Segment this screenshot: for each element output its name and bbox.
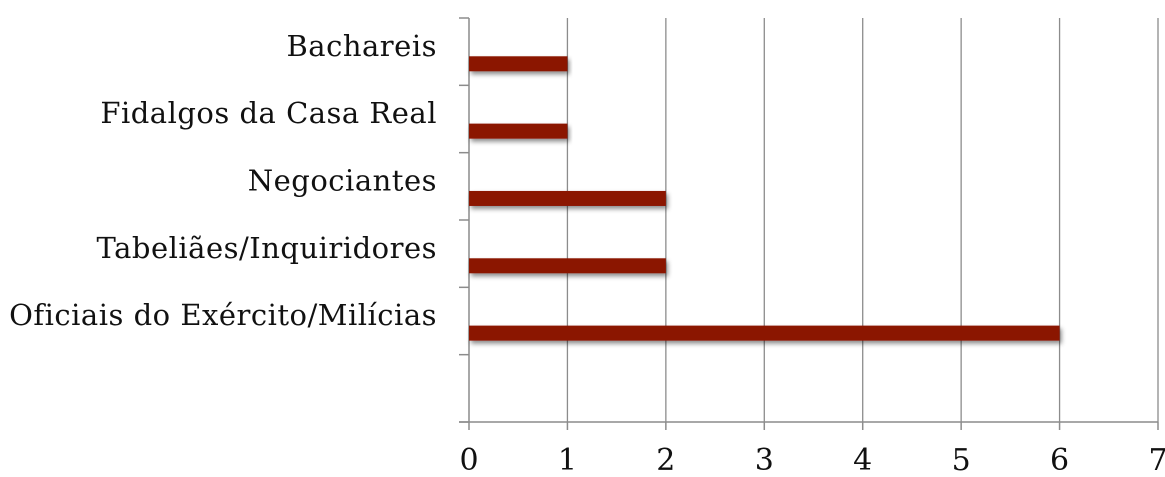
category-label: Tabeliães/Inquiridores: [97, 231, 437, 265]
category-label: Bachareis: [287, 29, 438, 63]
bars: [469, 56, 1060, 341]
x-tick-label: 5: [952, 443, 971, 477]
category-label: Negociantes: [248, 163, 437, 197]
x-tick-label: 2: [656, 443, 675, 477]
x-tick-label: 4: [853, 443, 872, 477]
axes: [459, 17, 1159, 430]
x-tick-label: 6: [1050, 443, 1069, 477]
bar: [469, 325, 1060, 341]
category-label: Oficiais do Exército/Milícias: [9, 298, 437, 332]
gridlines: [566, 18, 1159, 422]
category-label: Fidalgos da Casa Real: [100, 96, 437, 130]
bar: [469, 258, 666, 274]
x-tick-label: 3: [755, 443, 774, 477]
x-tick-label: 0: [459, 443, 478, 477]
x-tick-label: 1: [558, 443, 577, 477]
bar: [469, 190, 666, 206]
bar: [469, 56, 568, 72]
bar: [469, 123, 568, 139]
x-tick-label: 7: [1148, 443, 1165, 477]
labels: Bachareis Fidalgos da Casa Real Negociante…: [9, 29, 1165, 477]
